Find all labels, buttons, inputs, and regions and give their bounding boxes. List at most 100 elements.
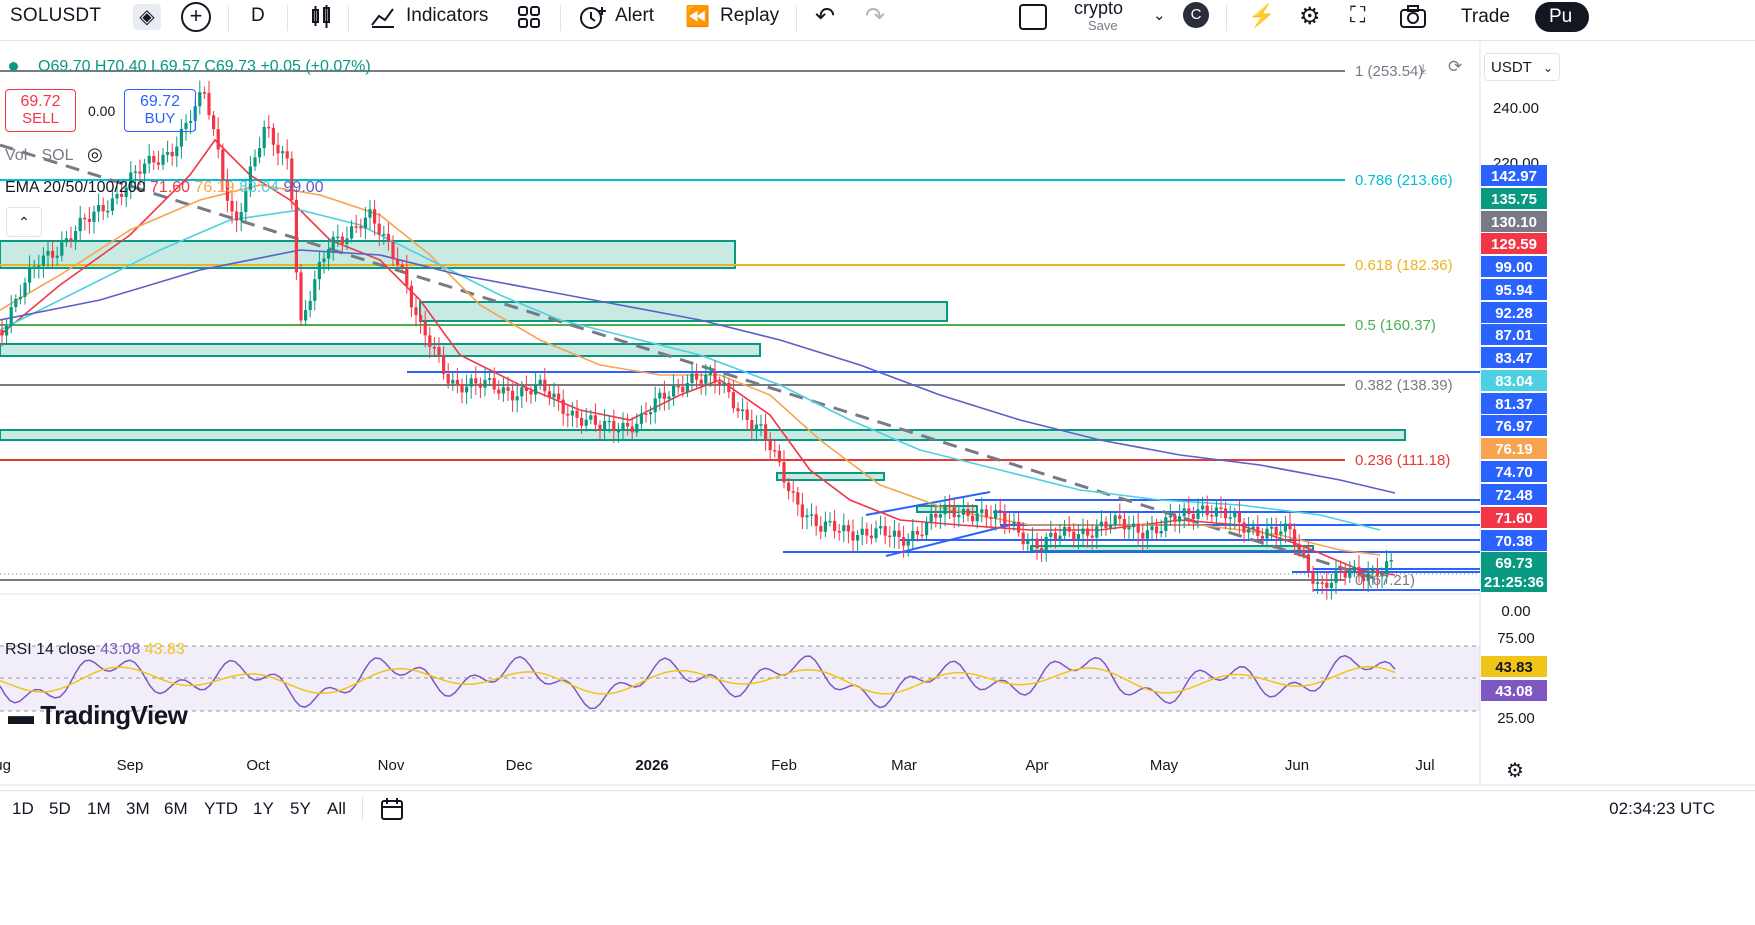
utc-clock[interactable]: 02:34:23 UTC bbox=[1609, 799, 1715, 818]
candle-body bbox=[1035, 538, 1039, 549]
candle-body bbox=[460, 384, 464, 393]
candle-body bbox=[451, 379, 455, 384]
sell-label: SELL bbox=[22, 110, 59, 127]
buy-button[interactable]: 69.72 BUY bbox=[124, 89, 196, 132]
timeframe-all[interactable]: All bbox=[327, 799, 346, 818]
candle-body bbox=[124, 187, 128, 197]
alert-clock-icon[interactable] bbox=[578, 3, 606, 31]
watchlist-flag-icon[interactable]: ◈ bbox=[133, 4, 161, 30]
volume-legend: Vol · SOL bbox=[5, 147, 74, 164]
layout-select-icon[interactable] bbox=[1019, 4, 1047, 30]
publish-button[interactable]: Pu bbox=[1535, 2, 1589, 32]
x-tick-label: Sep bbox=[117, 757, 144, 774]
collapse-legend-chevron-up-icon[interactable]: ⌃ bbox=[6, 207, 42, 237]
timeframe-6m[interactable]: 6M bbox=[164, 799, 188, 818]
timeframe-3m[interactable]: 3M bbox=[126, 799, 150, 818]
settings-gear-icon[interactable]: ⚙ bbox=[1299, 3, 1321, 30]
candle-body bbox=[543, 379, 547, 392]
candle-body bbox=[1237, 512, 1241, 523]
candle-body bbox=[359, 226, 363, 229]
price-tag bbox=[1481, 530, 1547, 551]
candle-body bbox=[166, 151, 170, 155]
price-tag bbox=[1481, 233, 1547, 254]
candle-body bbox=[37, 265, 41, 268]
candle-body bbox=[1173, 515, 1177, 522]
timeframe-ytd[interactable]: YTD bbox=[204, 799, 238, 818]
candle-body bbox=[883, 526, 887, 536]
compare-plus-icon[interactable]: + bbox=[181, 2, 211, 32]
channel-line bbox=[865, 491, 991, 516]
candle-body bbox=[143, 163, 147, 174]
trade-button[interactable]: Trade bbox=[1461, 6, 1510, 27]
interval-selector[interactable]: D bbox=[251, 5, 265, 26]
timeframe-1d[interactable]: 1D bbox=[12, 799, 34, 818]
chart-canvas[interactable]: 1 (253.54) 0.786 (213.66) 0.618 (182.36) 0.… bbox=[0, 40, 1755, 790]
candle-body bbox=[796, 492, 800, 505]
candle-body bbox=[363, 217, 367, 229]
redo-icon[interactable]: ↷ bbox=[865, 3, 886, 30]
replay-rewind-icon[interactable]: ⏪ bbox=[685, 6, 710, 28]
price-tag bbox=[1481, 165, 1547, 186]
timeframe-1m[interactable]: 1M bbox=[87, 799, 111, 818]
candle-body bbox=[64, 238, 68, 243]
candle-body bbox=[87, 218, 91, 222]
candle-body bbox=[1012, 521, 1016, 525]
candle-body bbox=[18, 296, 22, 299]
fullscreen-icon[interactable]: ⛶ bbox=[1350, 2, 1366, 27]
candle-body bbox=[1127, 527, 1131, 530]
layout-name[interactable]: crypto bbox=[1074, 0, 1124, 18]
candle-body bbox=[469, 378, 473, 387]
quick-search-icon[interactable]: ⚡ bbox=[1248, 3, 1276, 28]
candle-body bbox=[837, 530, 841, 533]
candle-body bbox=[1159, 530, 1163, 534]
indicators-button[interactable]: Indicators bbox=[406, 5, 489, 26]
candles-chart-type-icon[interactable] bbox=[310, 4, 332, 30]
avatar[interactable]: C bbox=[1183, 2, 1209, 28]
undo-icon[interactable]: ↶ bbox=[815, 3, 836, 30]
hide-eye-icon[interactable]: ◎ bbox=[87, 144, 103, 164]
candle-body bbox=[1320, 582, 1324, 584]
alert-button[interactable]: Alert bbox=[615, 5, 655, 26]
symbol-search[interactable]: SOLUSDT bbox=[10, 5, 102, 26]
axis-download-icon[interactable]: ⤓ bbox=[1420, 60, 1427, 76]
candle-body bbox=[69, 238, 73, 241]
candle-body bbox=[515, 396, 519, 401]
candle-body bbox=[317, 262, 321, 280]
sell-button[interactable]: 69.72 SELL bbox=[5, 89, 76, 132]
tradingview-logo[interactable]: ▬ TradingView bbox=[8, 700, 188, 731]
axis-reset-icon[interactable]: ⟳ bbox=[1448, 57, 1463, 76]
chevron-down-icon: ⌄ bbox=[1542, 61, 1553, 75]
date-range-calendar-icon[interactable] bbox=[380, 797, 406, 821]
timeframe-5d[interactable]: 5D bbox=[49, 799, 71, 818]
candle-body bbox=[805, 515, 809, 518]
indicators-icon[interactable] bbox=[370, 5, 396, 29]
price-tag-label: 72.48 bbox=[1495, 487, 1533, 504]
ema200-value: 99.00 bbox=[283, 179, 324, 196]
templates-grid-icon[interactable] bbox=[517, 5, 541, 29]
timeframe-1y[interactable]: 1Y bbox=[253, 799, 274, 818]
price-tag bbox=[1481, 507, 1547, 528]
price-tag-label: 76.19 bbox=[1495, 441, 1533, 458]
replay-button[interactable]: Replay bbox=[720, 5, 780, 26]
candle-body bbox=[465, 386, 469, 393]
candle-body bbox=[842, 525, 846, 532]
timeframe-5y[interactable]: 5Y bbox=[290, 799, 311, 818]
fib-level-label: 0 (67.21) bbox=[1355, 572, 1415, 589]
candle-body bbox=[667, 396, 671, 399]
x-tick-label: 2026 bbox=[635, 757, 668, 774]
price-tag bbox=[1481, 188, 1547, 209]
candle-body bbox=[1040, 548, 1044, 550]
ema20-value: 71.60 bbox=[150, 179, 191, 196]
candle-body bbox=[1086, 528, 1090, 536]
chevron-down-icon[interactable]: ⌄ bbox=[1153, 7, 1166, 24]
candle-body bbox=[529, 391, 533, 395]
candle-body bbox=[221, 149, 225, 181]
layout-save-label[interactable]: Save bbox=[1088, 18, 1118, 33]
price-tag-label: 129.59 bbox=[1491, 236, 1537, 253]
candle-body bbox=[14, 298, 18, 308]
snapshot-camera-icon[interactable] bbox=[1399, 5, 1427, 29]
chart-settings-gear-icon[interactable]: ⚙ bbox=[1506, 760, 1524, 782]
candle-body bbox=[911, 530, 915, 540]
candle-body bbox=[791, 491, 795, 493]
currency-selector[interactable]: USDT ⌄ bbox=[1484, 53, 1560, 81]
